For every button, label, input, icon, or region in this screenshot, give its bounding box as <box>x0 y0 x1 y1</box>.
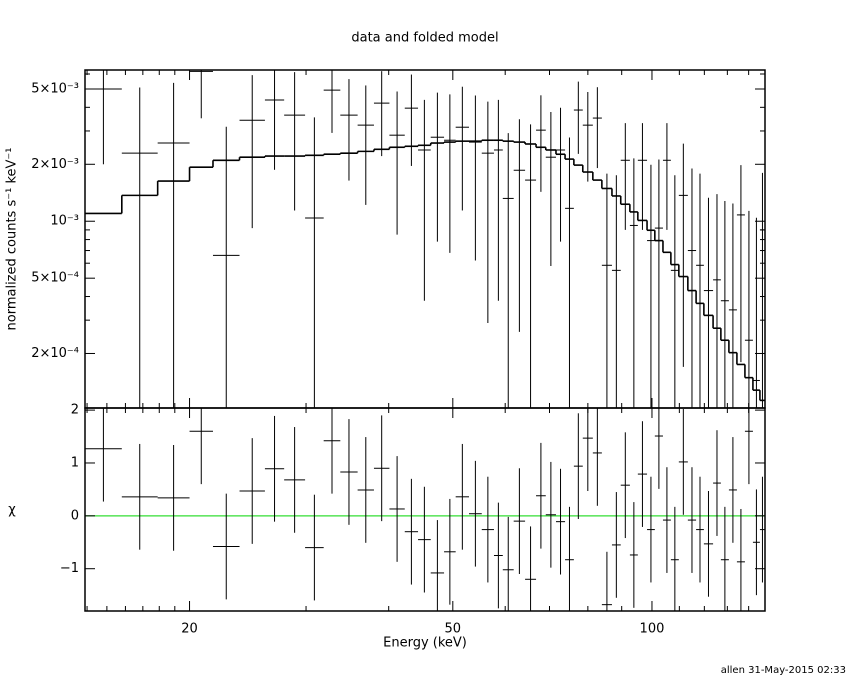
footer: allen 31-May-2015 02:33 <box>721 665 846 676</box>
y-tick-label: 2 <box>71 403 79 418</box>
chart-title: data and folded model <box>351 31 498 46</box>
x-tick-label: 20 <box>181 622 198 637</box>
y-tick-label: 10⁻³ <box>50 214 79 229</box>
panel-frame <box>84 407 766 612</box>
y-tick-label: 0 <box>71 508 79 523</box>
x-tick-label: 100 <box>640 622 665 637</box>
plot-area <box>85 70 765 408</box>
y-tick-label: −1 <box>60 561 79 576</box>
y-tick-label: 5×10⁻³ <box>31 81 79 96</box>
y-tick-label: 2×10⁻⁴ <box>31 346 79 361</box>
y-tick-label: 5×10⁻⁴ <box>31 271 79 286</box>
y-tick-label: 1 <box>71 455 79 470</box>
x-axis-title: Energy (keV) <box>383 636 467 651</box>
residual-axis-title: χ <box>8 503 16 518</box>
x-tick-label: 50 <box>445 622 462 637</box>
y-tick-label: 2×10⁻³ <box>31 157 79 172</box>
plot-area <box>85 408 765 611</box>
y-axis-title: normalized counts s⁻¹ keV⁻¹ <box>5 148 20 331</box>
